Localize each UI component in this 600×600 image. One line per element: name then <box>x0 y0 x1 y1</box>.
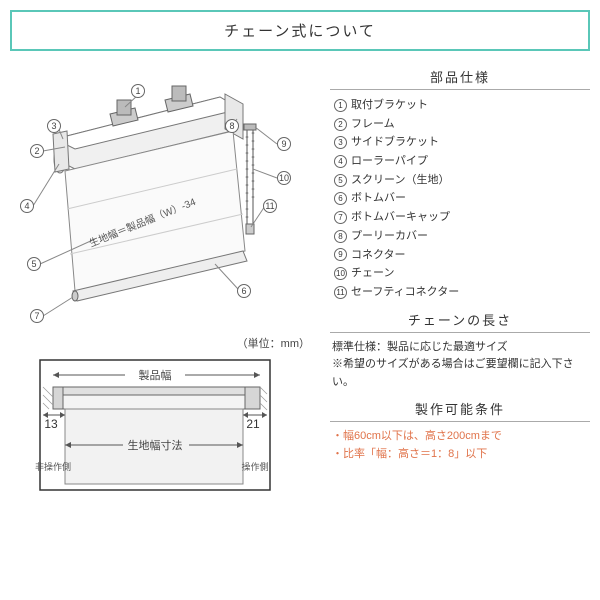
part-num: 9 <box>334 248 347 261</box>
part-item: 5 スクリーン（生地） <box>334 171 590 190</box>
part-label: セーフティコネクター <box>351 283 459 302</box>
cond-title: 製作可能条件 <box>330 399 590 422</box>
part-num: 11 <box>334 286 347 299</box>
part-item: 8 プーリーカバー <box>334 227 590 246</box>
isometric-diagram: 生地幅＝製品幅（W）-34 1234567891011 <box>15 69 305 329</box>
right-margin: 21 <box>246 417 260 431</box>
left-side-label: 非操作側 <box>35 461 71 472</box>
part-num: 6 <box>334 192 347 205</box>
callout-5: 5 <box>27 257 41 271</box>
cond-line1: ・幅60cm以下は、高さ200cmまで <box>332 428 588 446</box>
unit-label: （単位：mm） <box>10 335 310 351</box>
parts-list: 1 取付ブラケット 2 フレーム 3 サイドブラケット 4 ローラーパイプ 5 スクリーン（生地）… <box>334 96 590 302</box>
part-item: 1 取付ブラケット <box>334 96 590 115</box>
part-item: 7 ボトムバーキャップ <box>334 208 590 227</box>
part-label: ボトムバーキャップ <box>351 208 450 227</box>
part-label: フレーム <box>351 115 395 134</box>
callout-11: 11 <box>263 199 277 213</box>
part-item: 9 コネクター <box>334 246 590 265</box>
part-label: ローラーパイプ <box>351 152 428 171</box>
chain-desc-2: ※希望のサイズがある場合はご要望欄に記入下さい。 <box>332 356 588 391</box>
part-num: 5 <box>334 174 347 187</box>
part-num: 1 <box>334 99 347 112</box>
parts-title: 部品仕様 <box>330 67 590 90</box>
product-width-text: 製品幅 <box>139 368 172 382</box>
part-item: 3 サイドブラケット <box>334 133 590 152</box>
part-item: 2 フレーム <box>334 115 590 134</box>
fabric-width-text: 生地幅寸法 <box>128 438 183 452</box>
part-num: 8 <box>334 230 347 243</box>
callout-7: 7 <box>30 309 44 323</box>
callout-4: 4 <box>20 199 34 213</box>
callout-10: 10 <box>277 171 291 185</box>
part-item: 11 セーフティコネクター <box>334 283 590 302</box>
part-item: 4 ローラーパイプ <box>334 152 590 171</box>
callout-3: 3 <box>47 119 61 133</box>
iso-svg <box>15 69 305 329</box>
part-num: 4 <box>334 155 347 168</box>
chain-desc: 標準仕様：製品に応じた最適サイズ ※希望のサイズがある場合はご要望欄に記入下さい… <box>332 339 588 392</box>
right-column: 部品仕様 1 取付ブラケット 2 フレーム 3 サイドブラケット 4 ローラーパイプ 5 スクリー… <box>320 59 590 500</box>
left-column: 生地幅＝製品幅（W）-34 1234567891011 （単位：mm） 製品幅 <box>10 59 320 500</box>
part-item: 6 ボトムバー <box>334 189 590 208</box>
callout-1: 1 <box>131 84 145 98</box>
part-label: チェーン <box>351 264 394 283</box>
callout-9: 9 <box>277 137 291 151</box>
title-text: チェーン式について <box>224 23 376 40</box>
callout-6: 6 <box>237 284 251 298</box>
right-side-label: 操作側 <box>241 461 268 472</box>
callout-8: 8 <box>225 119 239 133</box>
part-num: 7 <box>334 211 347 224</box>
part-label: コネクター <box>351 246 406 265</box>
part-label: スクリーン（生地） <box>351 171 449 190</box>
part-label: 取付ブラケット <box>351 96 428 115</box>
part-label: プーリーカバー <box>351 227 428 246</box>
part-num: 2 <box>334 118 347 131</box>
part-label: ボトムバー <box>351 189 406 208</box>
section-svg: 製品幅 13 21 <box>15 355 295 500</box>
chain-title: チェーンの長さ <box>330 310 590 333</box>
section-diagram: 製品幅 13 21 <box>15 355 295 500</box>
part-item: 10 チェーン <box>334 264 590 283</box>
part-num: 10 <box>334 267 347 280</box>
cond-line2: ・比率「幅：高さ＝1：8」以下 <box>332 446 588 464</box>
cond-desc: ・幅60cm以下は、高さ200cmまで ・比率「幅：高さ＝1：8」以下 <box>332 428 588 463</box>
chain-desc-1: 標準仕様：製品に応じた最適サイズ <box>332 339 588 357</box>
part-num: 3 <box>334 136 347 149</box>
callout-2: 2 <box>30 144 44 158</box>
part-label: サイドブラケット <box>351 133 439 152</box>
title-box: チェーン式について <box>10 10 590 51</box>
main-area: 生地幅＝製品幅（W）-34 1234567891011 （単位：mm） 製品幅 <box>10 59 590 500</box>
left-margin: 13 <box>44 417 58 431</box>
